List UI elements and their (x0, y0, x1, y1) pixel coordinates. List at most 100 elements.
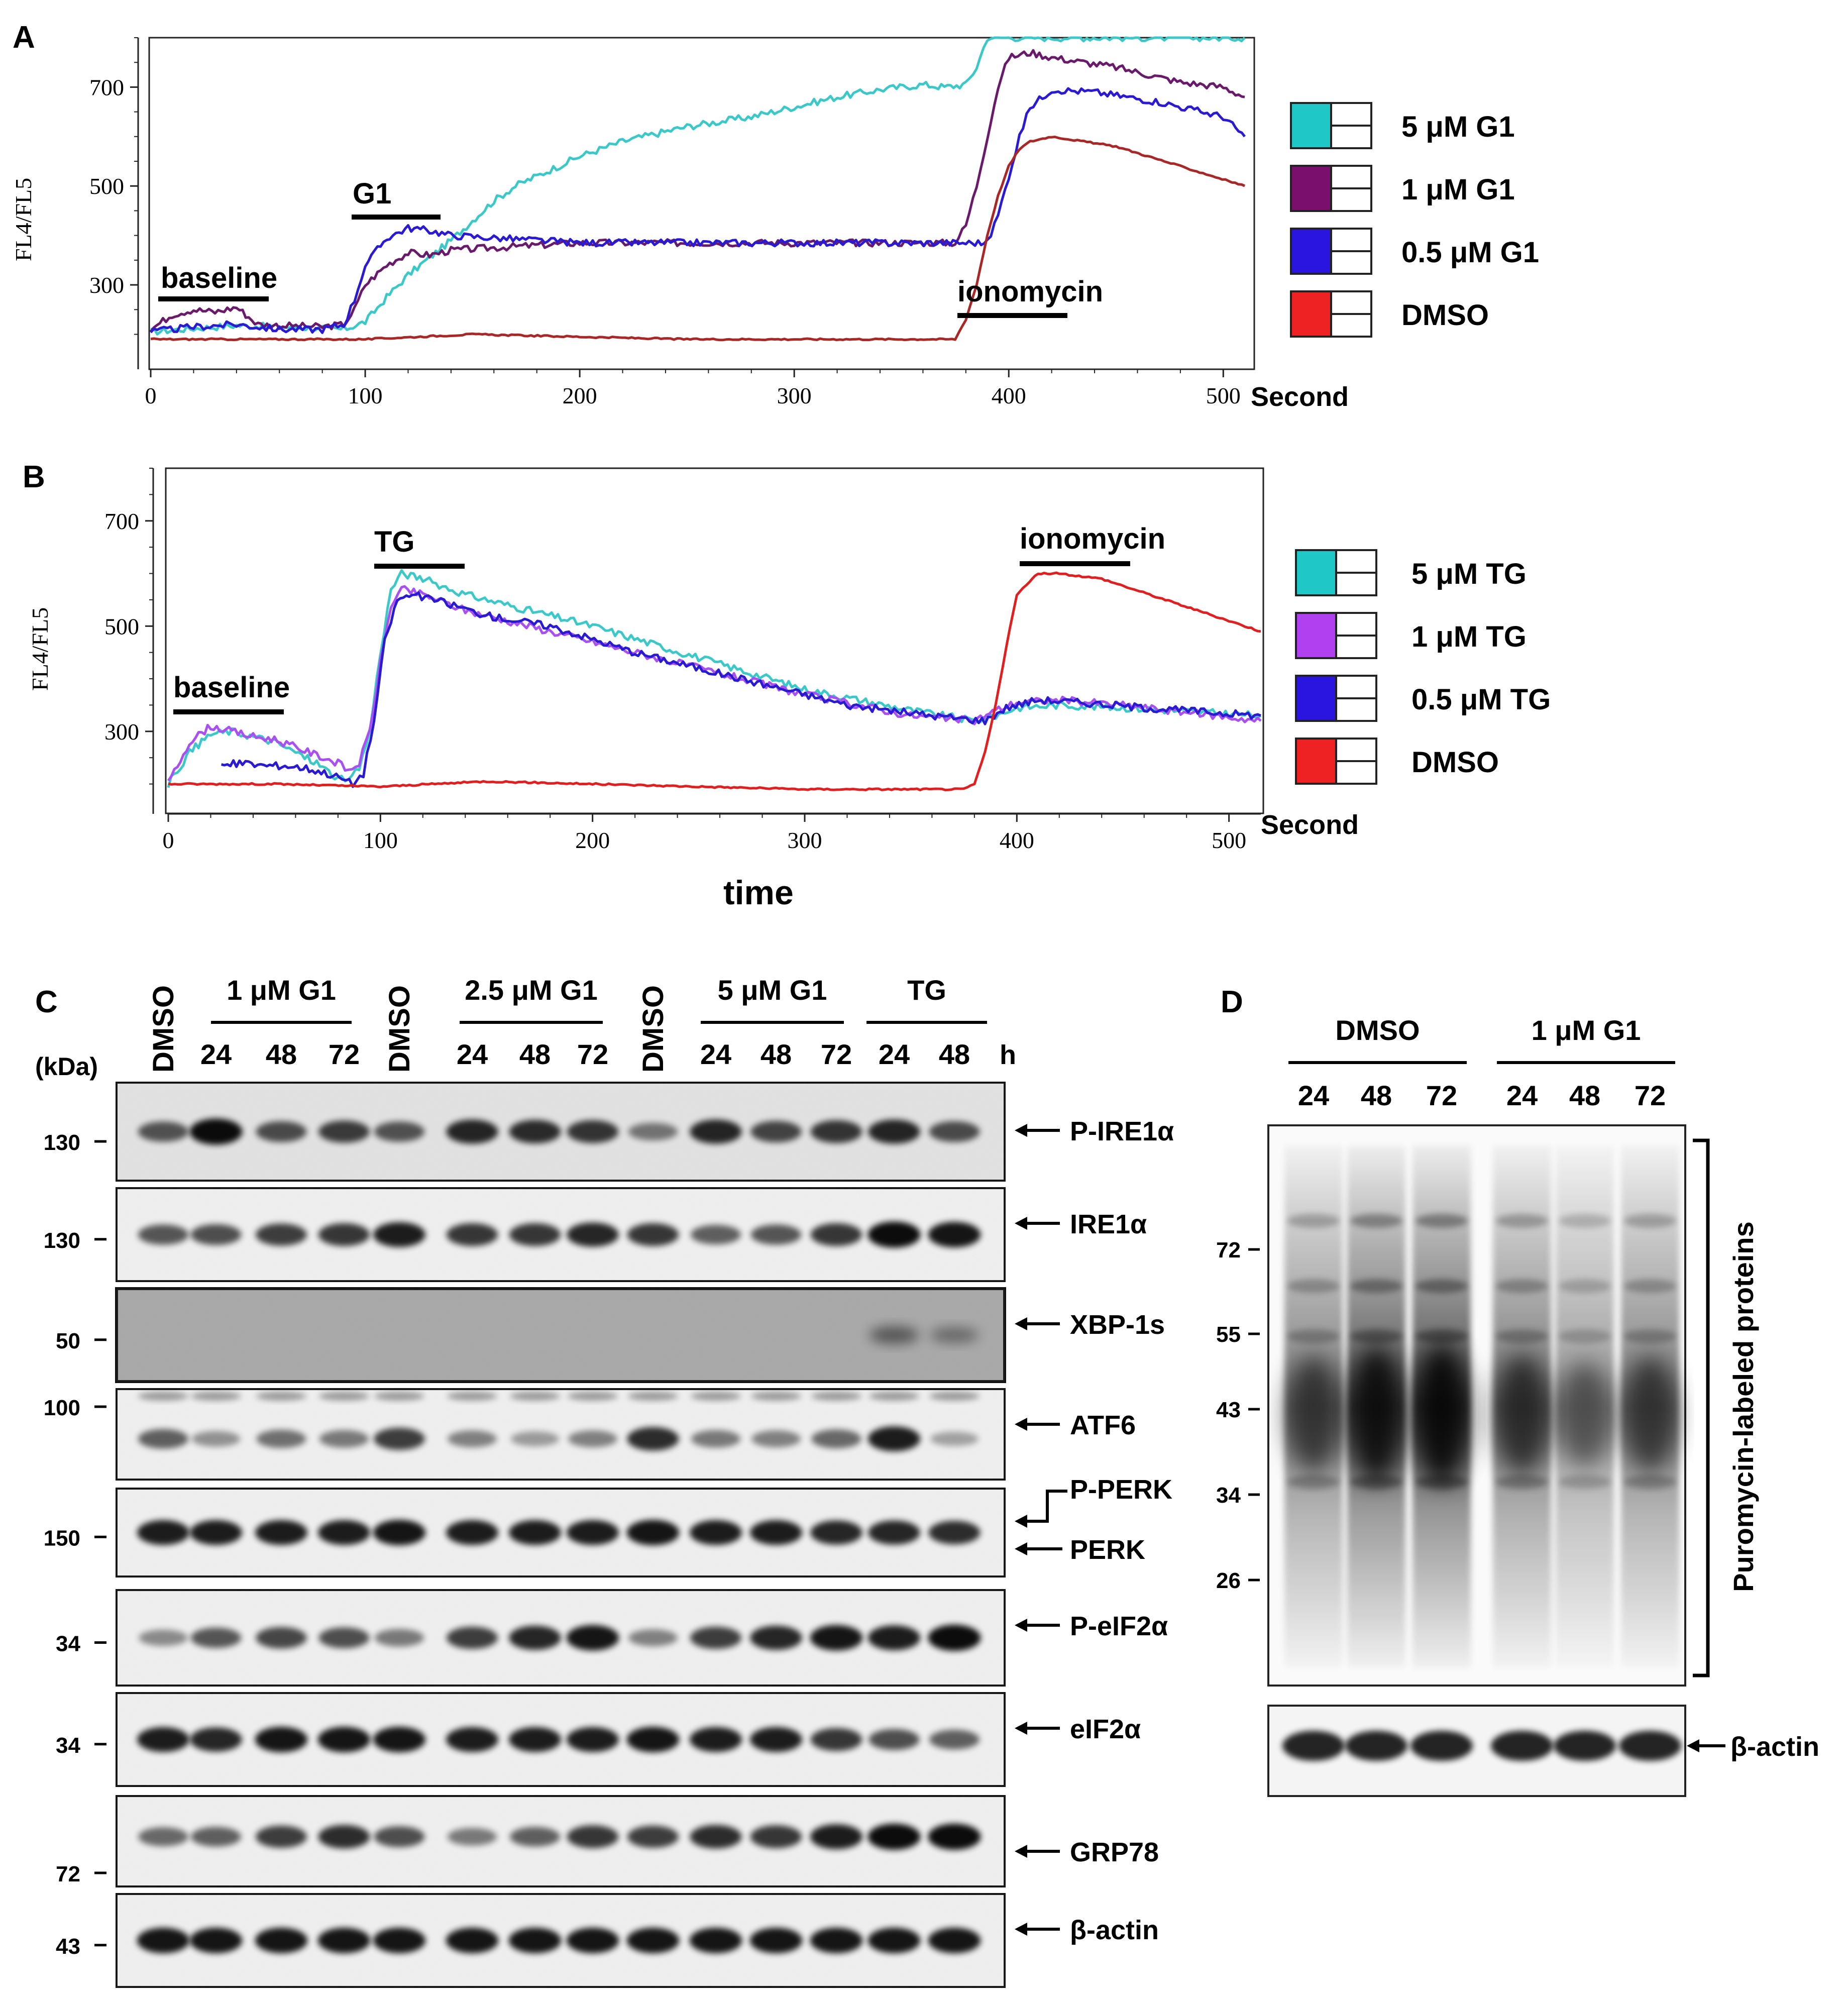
band (509, 1625, 561, 1650)
band (1496, 1475, 1548, 1489)
legend-swatch (1290, 165, 1332, 212)
band (190, 1224, 242, 1245)
band (930, 1327, 979, 1343)
x-tick-label: 400 (992, 383, 1026, 408)
legend-label: 1 μM TG (1411, 620, 1527, 653)
x-tick-label: 500 (1206, 383, 1241, 408)
blot-label-p-perk: P-PERK (1070, 1475, 1172, 1505)
arrow-head (1015, 1542, 1027, 1555)
lane-label-24: 24 (700, 1038, 731, 1070)
y-tick-label: 700 (104, 508, 139, 534)
band (691, 1392, 741, 1401)
band (190, 1627, 242, 1648)
lane-label-72: 72 (821, 1038, 852, 1070)
band (567, 1825, 619, 1848)
band (373, 1222, 425, 1247)
band (374, 1121, 425, 1142)
kda-marker: 50 (56, 1329, 80, 1353)
blot-label: P-IRE1α (1070, 1116, 1174, 1146)
arrow-head (1015, 1515, 1027, 1528)
blot-label: XBP-1s (1070, 1310, 1165, 1340)
legend-swatch (1295, 738, 1337, 785)
band (626, 1928, 680, 1953)
x-tick-label: 200 (563, 383, 597, 408)
band (509, 1223, 561, 1246)
smear-core (1286, 1356, 1341, 1473)
lane-label-72: 72 (329, 1038, 360, 1070)
band (255, 1928, 308, 1953)
band (869, 1326, 919, 1344)
group-label: DMSO (1336, 1014, 1420, 1046)
band (1496, 1329, 1548, 1343)
band (810, 1520, 862, 1545)
band (374, 1826, 425, 1847)
band (750, 1224, 802, 1245)
panel-b-label: B (23, 460, 45, 494)
lane-label-48: 48 (266, 1038, 297, 1070)
band (191, 1827, 241, 1847)
band (868, 1426, 920, 1451)
band (318, 1120, 370, 1143)
x-tick-label: 400 (1000, 827, 1034, 853)
legend-label: DMSO (1401, 299, 1489, 332)
band (510, 1392, 560, 1401)
group-label: TG (907, 974, 946, 1006)
band (1350, 1475, 1402, 1489)
band (568, 1430, 617, 1447)
band (566, 1625, 619, 1651)
band (510, 1431, 560, 1446)
panel-b-xlabel: time (723, 874, 794, 912)
band (928, 1521, 981, 1544)
arrow-line (1020, 1490, 1067, 1523)
band (869, 1392, 919, 1401)
band (810, 1223, 862, 1246)
band (691, 1430, 741, 1448)
panel-b-axes: 0 100 200 300 400 500 300 500 700 (104, 468, 1261, 853)
band (751, 1430, 801, 1447)
kda-marker: 72 (1216, 1238, 1241, 1263)
arrow-head (1687, 1739, 1699, 1752)
band (1410, 1731, 1473, 1761)
blot-label: P-eIF2α (1070, 1611, 1168, 1641)
band (628, 1629, 678, 1646)
kda-marker: 43 (1216, 1398, 1241, 1422)
legend-label: 1 μM G1 (1401, 173, 1515, 206)
band (1287, 1329, 1340, 1343)
panel-c-blots: 130 P-IRE1α 130 IRE1α 50 XBP-1s 100 ATF6 150 P-PE… (44, 1082, 1174, 1988)
band (628, 1122, 678, 1141)
band (509, 1727, 561, 1752)
panel-b-unit-label: Second (1261, 810, 1359, 840)
band (810, 1928, 863, 1953)
kda-marker: 34 (56, 1733, 80, 1758)
smear-core (1349, 1346, 1404, 1483)
panel-a-baseline-label: baseline (161, 262, 277, 294)
smear-core (1494, 1354, 1550, 1475)
band (446, 1223, 498, 1246)
lane-label: 24 (1298, 1080, 1329, 1111)
series-line-0-5-M-TG (221, 591, 1261, 788)
band (1416, 1279, 1468, 1293)
panel-b: B 0 100 200 300 400 500 300 500 700 baseline TG … (23, 460, 1551, 912)
band (1559, 1329, 1611, 1343)
band (138, 1121, 189, 1142)
blot-label: ATF6 (1070, 1410, 1136, 1440)
arrow-head (1015, 1317, 1027, 1330)
band (811, 1392, 861, 1401)
group-label: 2.5 μM G1 (465, 974, 598, 1006)
series-line-5-M-G1 (150, 36, 1246, 336)
band (690, 1520, 742, 1545)
legend-label: 5 μM G1 (1401, 111, 1515, 143)
band (1496, 1279, 1548, 1293)
series-line-5-M-TG (167, 569, 1262, 788)
legend-label: DMSO (1411, 746, 1499, 779)
arrow-head (1015, 1619, 1027, 1632)
band (256, 1121, 307, 1142)
band (256, 1429, 306, 1448)
kda-marker: 43 (56, 1934, 80, 1959)
puromycin-bracket (1693, 1138, 1710, 1677)
band (1559, 1214, 1611, 1228)
band (446, 1119, 498, 1144)
panel-a-ionomycin-label: ionomycin (957, 275, 1103, 308)
series-line-DMSO (150, 136, 1246, 342)
